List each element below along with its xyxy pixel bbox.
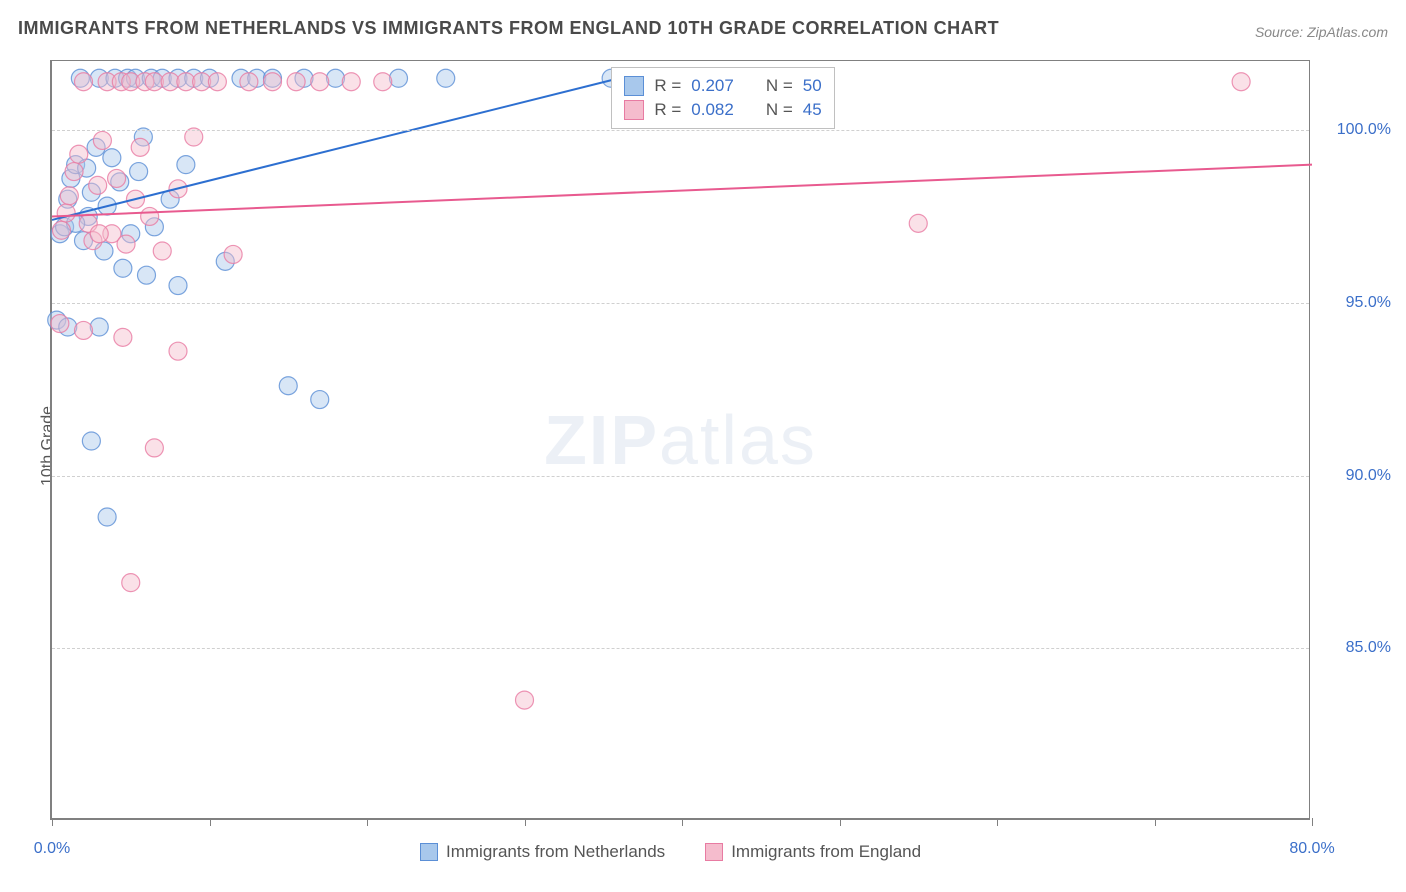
legend-r-label: R =	[654, 100, 681, 120]
scatter-point-england	[240, 73, 258, 91]
scatter-point-netherlands	[90, 318, 108, 336]
scatter-point-netherlands	[98, 508, 116, 526]
y-tick-label: 100.0%	[1321, 121, 1391, 139]
scatter-point-england	[70, 145, 88, 163]
legend-row-england: R = 0.082 N = 45	[624, 98, 821, 122]
scatter-point-england	[114, 328, 132, 346]
chart-container: IMMIGRANTS FROM NETHERLANDS VS IMMIGRANT…	[0, 0, 1406, 892]
gridline	[52, 303, 1309, 304]
legend-swatch-england	[624, 100, 644, 120]
scatter-point-netherlands	[138, 266, 156, 284]
scatter-point-england	[89, 176, 107, 194]
scatter-point-england	[374, 73, 392, 91]
legend-row-netherlands: R = 0.207 N = 50	[624, 74, 821, 98]
legend-swatch-netherlands	[624, 76, 644, 96]
gridline	[52, 130, 1309, 131]
series-label: Immigrants from Netherlands	[446, 842, 665, 862]
legend-n-label: N =	[766, 76, 793, 96]
scatter-point-netherlands	[130, 163, 148, 181]
scatter-point-england	[1232, 73, 1250, 91]
scatter-point-england	[51, 315, 69, 333]
scatter-point-netherlands	[177, 156, 195, 174]
x-tick	[52, 818, 53, 826]
chart-title: IMMIGRANTS FROM NETHERLANDS VS IMMIGRANT…	[18, 18, 999, 39]
scatter-point-netherlands	[279, 377, 297, 395]
scatter-point-england	[75, 321, 93, 339]
scatter-point-england	[145, 439, 163, 457]
y-tick-label: 95.0%	[1321, 294, 1391, 312]
source-attribution: Source: ZipAtlas.com	[1255, 24, 1388, 40]
x-tick-label: 80.0%	[1289, 840, 1334, 858]
scatter-point-england	[108, 169, 126, 187]
legend-r-label: R =	[654, 76, 681, 96]
scatter-point-netherlands	[103, 149, 121, 167]
scatter-point-england	[153, 242, 171, 260]
correlation-legend: R = 0.207 N = 50 R = 0.082 N = 45	[611, 67, 834, 129]
x-tick	[525, 818, 526, 826]
scatter-point-england	[264, 73, 282, 91]
scatter-point-netherlands	[437, 69, 455, 87]
scatter-point-england	[131, 138, 149, 156]
legend-n-value: 50	[803, 76, 822, 96]
y-tick-label: 90.0%	[1321, 467, 1391, 485]
scatter-point-england	[342, 73, 360, 91]
scatter-point-england	[208, 73, 226, 91]
gridline	[52, 648, 1309, 649]
scatter-point-netherlands	[327, 69, 345, 87]
x-tick	[997, 818, 998, 826]
gridline	[52, 476, 1309, 477]
scatter-point-netherlands	[311, 391, 329, 409]
series-legend-item-england: Immigrants from England	[705, 842, 921, 862]
scatter-point-england	[516, 691, 534, 709]
legend-r-value: 0.082	[691, 100, 734, 120]
x-tick	[210, 818, 211, 826]
x-tick-label: 0.0%	[34, 840, 70, 858]
scatter-point-england	[169, 342, 187, 360]
legend-n-value: 45	[803, 100, 822, 120]
scatter-point-netherlands	[390, 69, 408, 87]
scatter-point-netherlands	[114, 259, 132, 277]
series-legend: Immigrants from Netherlands Immigrants fr…	[420, 842, 921, 862]
scatter-point-england	[65, 163, 83, 181]
scatter-point-england	[287, 73, 305, 91]
scatter-point-england	[224, 245, 242, 263]
scatter-point-england	[141, 207, 159, 225]
x-tick	[1312, 818, 1313, 826]
scatter-point-england	[311, 73, 329, 91]
series-legend-item-netherlands: Immigrants from Netherlands	[420, 842, 665, 862]
series-swatch-england	[705, 843, 723, 861]
scatter-point-england	[60, 187, 78, 205]
series-label: Immigrants from England	[731, 842, 921, 862]
scatter-point-england	[122, 574, 140, 592]
chart-svg	[52, 61, 1309, 818]
x-tick	[840, 818, 841, 826]
scatter-point-england	[117, 235, 135, 253]
scatter-point-england	[90, 225, 108, 243]
scatter-point-england	[52, 221, 70, 239]
legend-n-label: N =	[766, 100, 793, 120]
scatter-point-england	[93, 131, 111, 149]
plot-area: ZIPatlas 85.0%90.0%95.0%100.0% 0.0%80.0%…	[50, 60, 1310, 820]
legend-r-value: 0.207	[691, 76, 734, 96]
scatter-point-england	[909, 214, 927, 232]
scatter-point-netherlands	[82, 432, 100, 450]
series-swatch-netherlands	[420, 843, 438, 861]
x-tick	[367, 818, 368, 826]
scatter-point-netherlands	[169, 277, 187, 295]
x-tick	[1155, 818, 1156, 826]
x-tick	[682, 818, 683, 826]
scatter-point-england	[57, 204, 75, 222]
y-tick-label: 85.0%	[1321, 639, 1391, 657]
scatter-point-england	[75, 73, 93, 91]
